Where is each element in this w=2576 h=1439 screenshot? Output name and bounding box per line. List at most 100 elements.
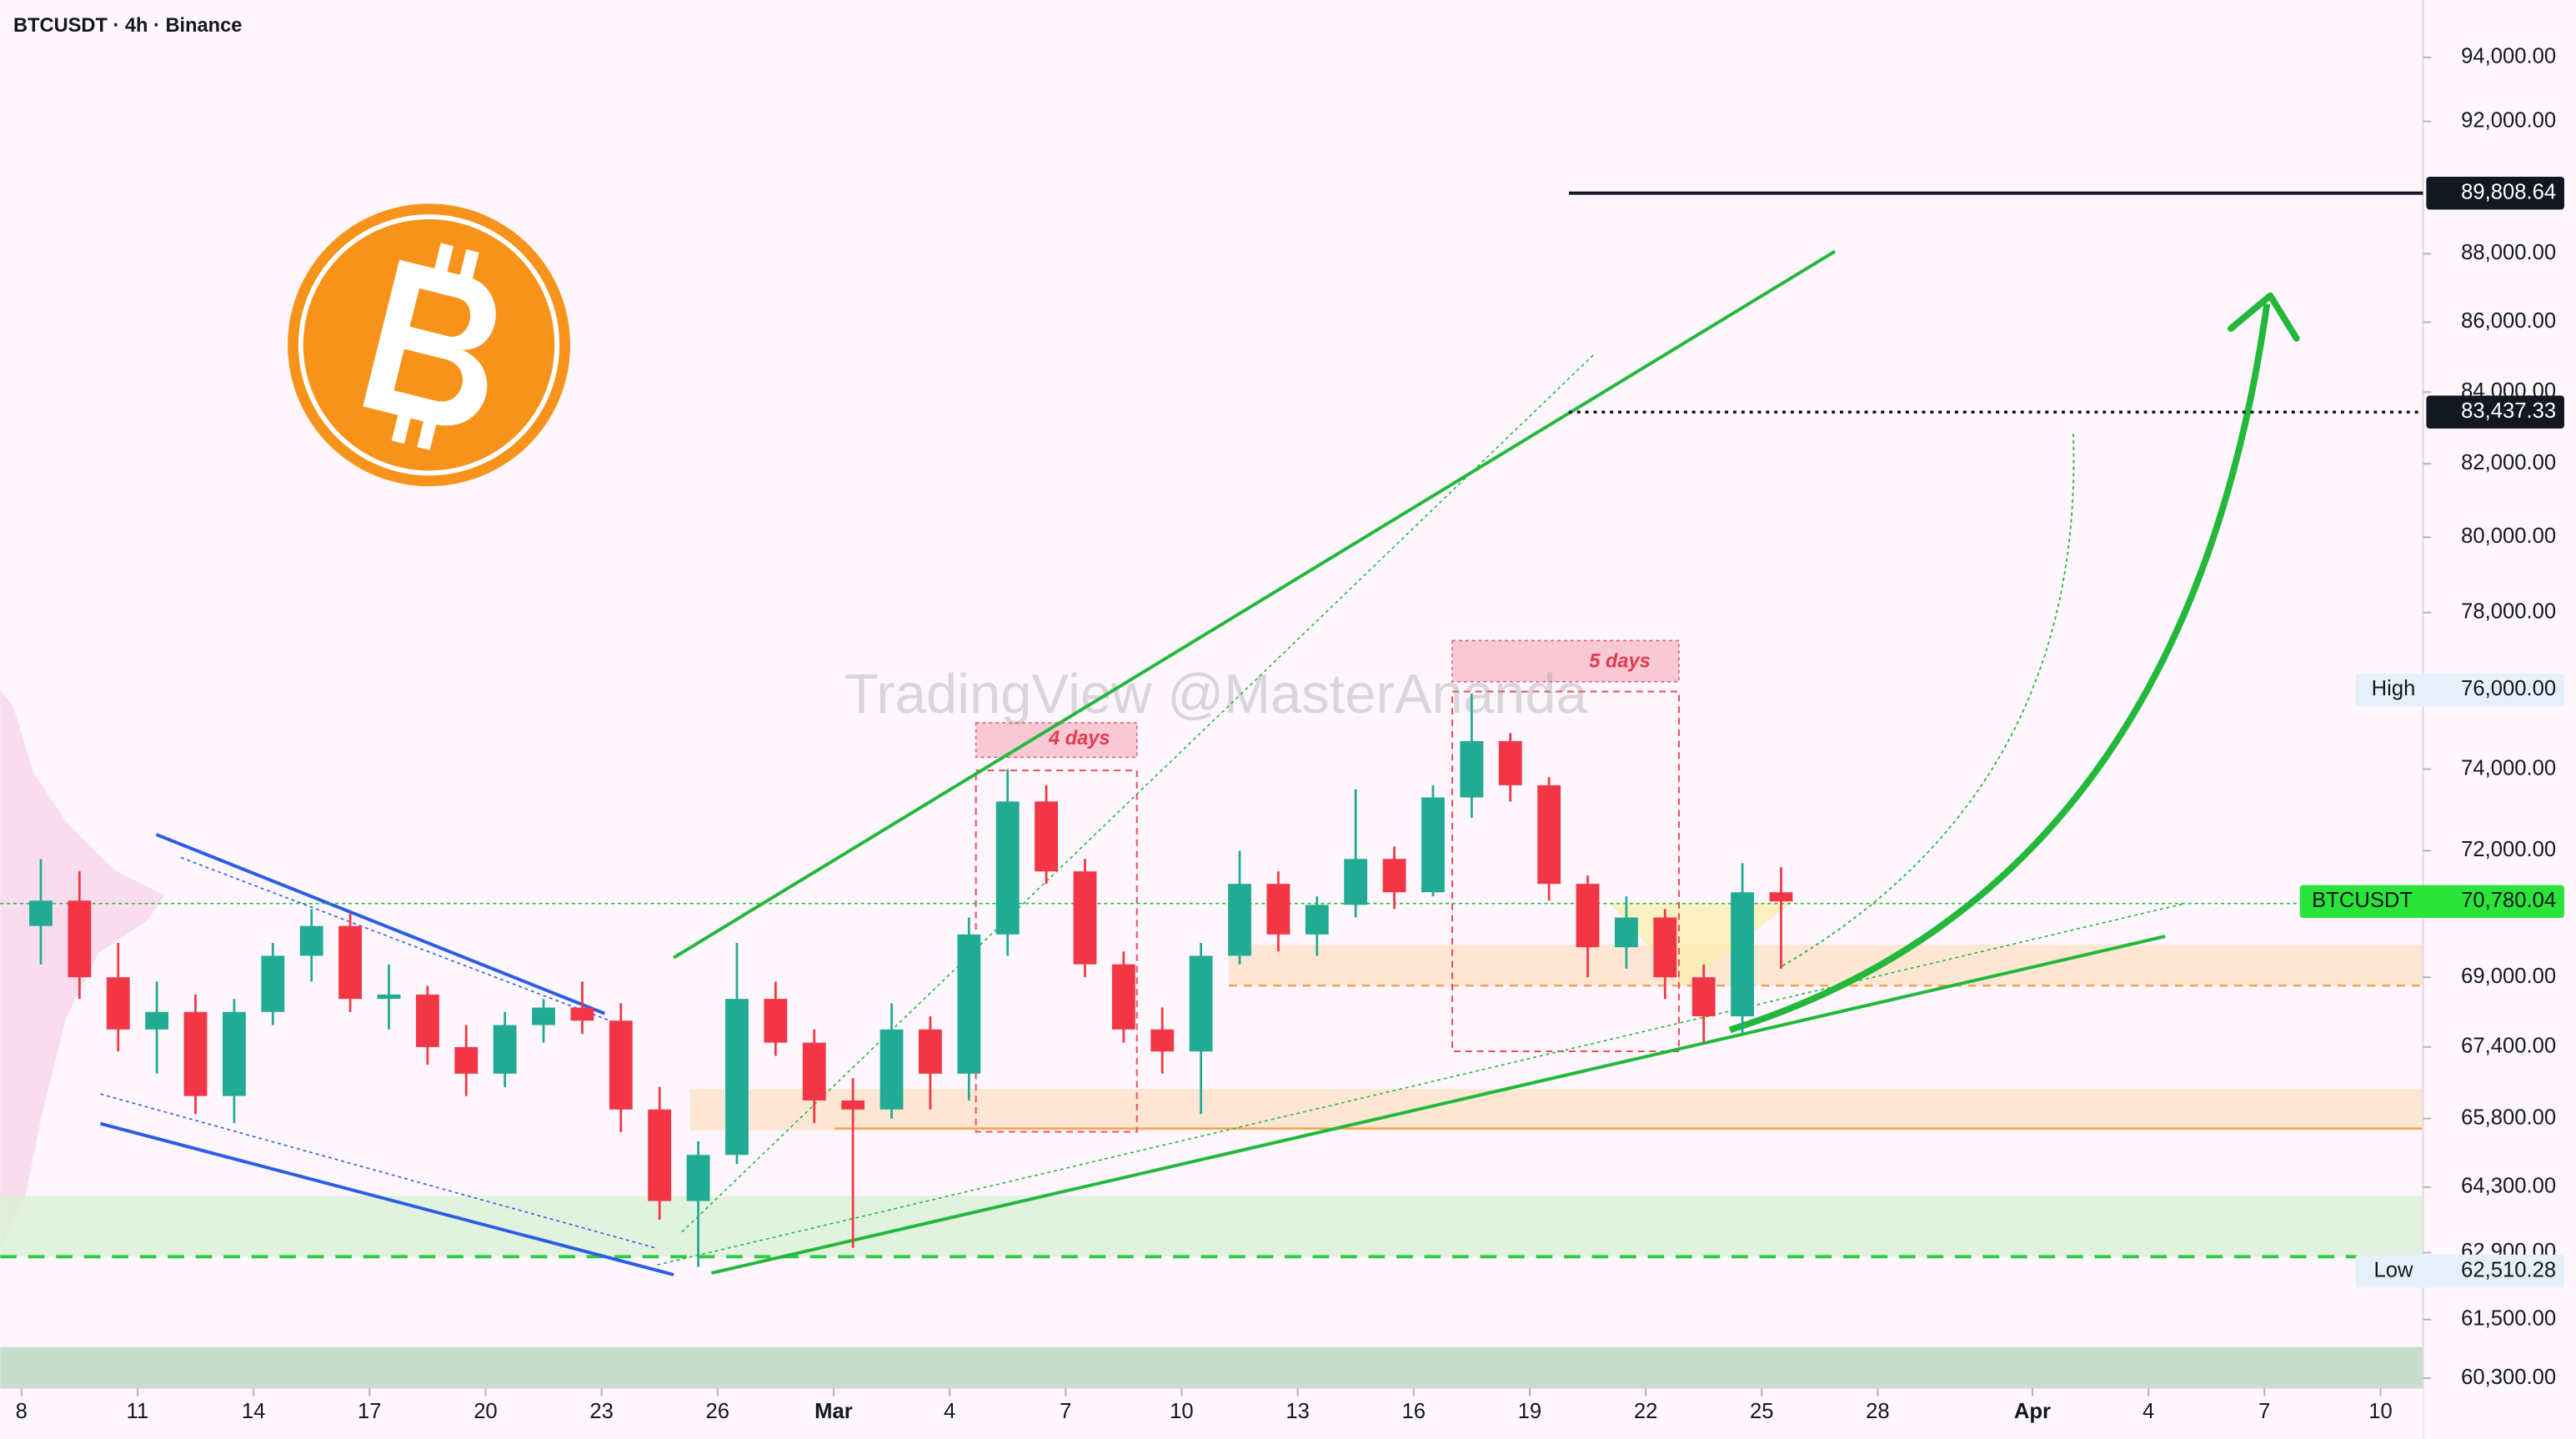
candle-body	[1614, 917, 1638, 948]
last-price-label: 70,780.04	[2461, 889, 2556, 912]
trend-line	[100, 1093, 658, 1250]
price-axis	[2423, 0, 2576, 1439]
x-tick-label: 4	[2142, 1400, 2154, 1423]
candle-body	[261, 955, 285, 1012]
candle-body	[1731, 892, 1754, 1017]
candle-body	[1035, 801, 1058, 872]
x-tick-label: 16	[1402, 1400, 1426, 1423]
time-axis	[0, 1387, 2423, 1439]
candle-body	[957, 934, 981, 1074]
y-tick-label: 64,300.00	[2461, 1175, 2556, 1198]
x-tick-label: 13	[1285, 1400, 1310, 1423]
candle-body	[493, 1025, 517, 1074]
y-tick-label: 80,000.00	[2461, 524, 2556, 548]
candle-body	[648, 1109, 672, 1201]
candle-body	[1150, 1029, 1175, 1052]
x-tick-label: 22	[1634, 1400, 1658, 1423]
candle-body	[1305, 905, 1329, 935]
candle-body	[1421, 797, 1445, 893]
trend-line	[673, 249, 1837, 960]
candle-body	[145, 1011, 169, 1030]
y-tick-label: 61,500.00	[2461, 1307, 2556, 1331]
candle-body	[377, 994, 401, 1000]
candle-body	[995, 801, 1020, 935]
high-label: 76,000.00	[2461, 677, 2556, 700]
arrow-head	[2228, 292, 2300, 342]
bitcoin-logo	[288, 203, 570, 487]
chart-title: BTCUSDT · 4h · Binance	[13, 15, 242, 37]
candle-body	[686, 1155, 710, 1201]
annotation-box	[1451, 639, 1680, 683]
candle-body	[1769, 892, 1793, 902]
annotation: 4 days	[1048, 728, 1110, 750]
price-label-box	[2426, 395, 2564, 429]
x-tick-label: 26	[706, 1400, 730, 1423]
candle-body	[1382, 859, 1406, 893]
y-tick-label: 88,000.00	[2461, 241, 2556, 264]
x-tick-label: 7	[2258, 1400, 2270, 1423]
y-tick-label: 82,000.00	[2461, 451, 2556, 474]
x-tick-label: 17	[358, 1400, 382, 1423]
candle-body	[570, 1007, 594, 1021]
candle-body	[29, 900, 53, 926]
annotation-box	[975, 722, 1138, 759]
candle-body	[1498, 740, 1522, 785]
x-tick-label: Mar	[814, 1400, 853, 1423]
x-tick-label: 10	[1170, 1400, 1194, 1423]
candles	[29, 694, 1793, 1267]
x-tick-label: 19	[1518, 1400, 1542, 1423]
candle-body	[802, 1042, 826, 1101]
candle-body	[183, 1011, 208, 1096]
x-tick-label: 23	[589, 1400, 614, 1423]
y-tick-label: 72,000.00	[2461, 838, 2556, 861]
candle-body	[1189, 955, 1213, 1052]
trend-line	[99, 1121, 674, 1276]
candle-body	[1576, 884, 1600, 948]
candle-body	[1691, 977, 1716, 1017]
x-tick-label: 28	[1866, 1400, 1889, 1423]
x-tick-label: 8	[16, 1400, 28, 1423]
watermark: TradingView @MasterAnanda	[844, 663, 1588, 725]
x-tick-label: Apr	[2014, 1400, 2051, 1423]
x-tick-label: 11	[127, 1400, 149, 1423]
candle-body	[1537, 785, 1561, 885]
low-name: Low	[2374, 1258, 2413, 1281]
x-tick-label: 14	[242, 1400, 266, 1423]
y-tick-label: 67,400.00	[2461, 1035, 2556, 1058]
support-zone	[0, 1196, 2423, 1257]
candle-body	[223, 1011, 246, 1096]
candle-body	[841, 1100, 865, 1110]
candle-body	[106, 977, 130, 1030]
candle-body	[338, 925, 362, 1000]
price-label: 83,437.33	[2461, 399, 2556, 423]
candle-body	[1111, 964, 1135, 1030]
candle-body	[415, 994, 439, 1047]
y-tick-label: 86,000.00	[2461, 309, 2556, 333]
price-label: 89,808.64	[2461, 180, 2556, 203]
x-tick-label: 7	[1060, 1400, 1071, 1423]
candle-body	[880, 1029, 904, 1110]
candle-body	[1228, 884, 1251, 956]
price-label-box	[2426, 176, 2564, 210]
candle-body	[454, 1046, 479, 1074]
x-tick-label: 20	[474, 1400, 498, 1423]
trend-line	[657, 902, 2185, 1266]
x-tick-label: 25	[1750, 1400, 1774, 1423]
demand-zone	[1229, 944, 2423, 986]
last-price-name: BTCUSDT	[2312, 889, 2413, 912]
bottom-zone	[0, 1346, 2423, 1388]
y-tick-label: 94,000.00	[2461, 45, 2556, 68]
x-tick-label: 4	[944, 1400, 955, 1423]
y-tick-label: 69,000.00	[2461, 965, 2556, 988]
last-price-box	[2299, 885, 2564, 918]
high-box	[2355, 673, 2564, 707]
range-box	[1451, 690, 1680, 1052]
candle-body	[1653, 917, 1677, 978]
projection-arrow	[1728, 303, 2271, 1034]
trend-line	[681, 354, 1595, 1233]
candle-body	[918, 1029, 942, 1074]
y-tick-label: 78,000.00	[2461, 599, 2556, 623]
low-box	[2355, 1254, 2564, 1288]
